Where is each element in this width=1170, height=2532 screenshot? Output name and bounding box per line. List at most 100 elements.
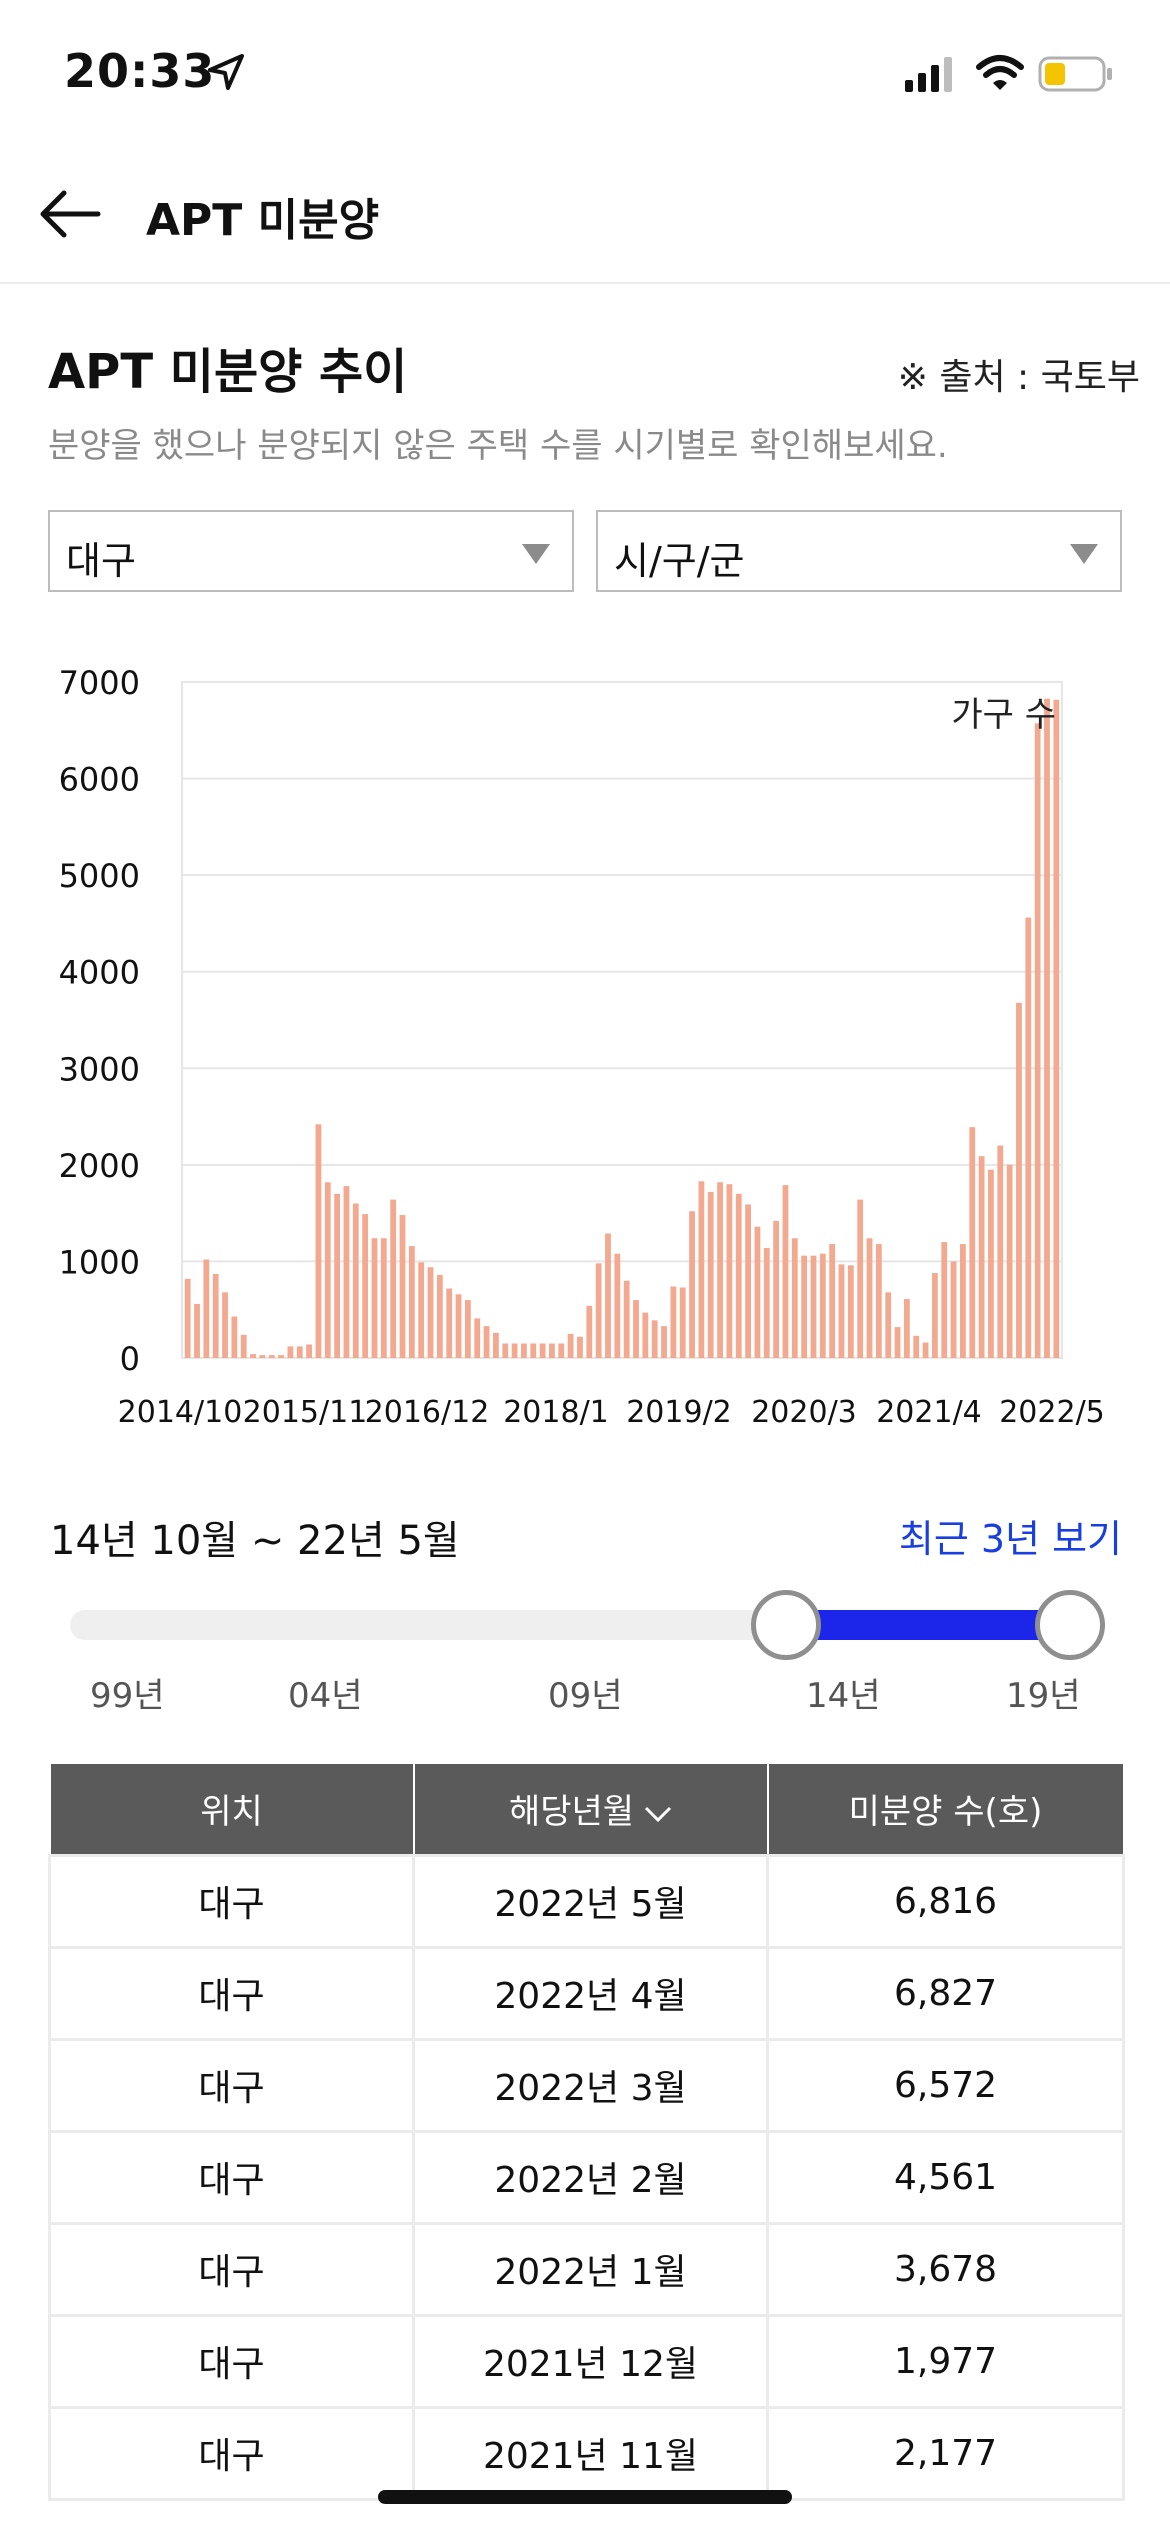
bar	[577, 1336, 583, 1358]
page-title: APT 미분양	[146, 195, 380, 246]
header-month[interactable]: 해당년월	[412, 1762, 769, 1856]
region-select-value: 대구	[66, 539, 136, 583]
district-select[interactable]: 시/구/군	[596, 510, 1122, 592]
x-tick-label: 2016/12	[365, 1395, 490, 1430]
cell-location: 대구	[48, 1945, 415, 2041]
back-arrow-icon[interactable]	[36, 178, 108, 250]
bar	[791, 1238, 798, 1358]
bar	[296, 1346, 303, 1358]
bar	[997, 1145, 1004, 1358]
bar	[184, 1278, 191, 1358]
bar	[960, 1244, 966, 1358]
bar	[988, 1169, 994, 1358]
bar	[521, 1343, 527, 1358]
cell-month: 2022년 5월	[412, 1853, 769, 1949]
bar	[903, 1299, 910, 1358]
bar	[829, 1244, 836, 1358]
bar	[726, 1184, 733, 1358]
cell-month: 2022년 1월	[412, 2221, 769, 2317]
bar	[1053, 699, 1060, 1358]
cell-location: 대구	[48, 2037, 415, 2133]
dropdown-triangle-icon	[522, 544, 550, 564]
bar	[810, 1255, 817, 1358]
recent-3-years-link[interactable]: 최근 3년 보기	[898, 1517, 1122, 1561]
unsold-trend-chart: 0 1000 2000 3000 4000 5000 6000 7000 2014/10 2015…	[0, 650, 1170, 1440]
year-range-slider[interactable]	[70, 1590, 1110, 1660]
table-row: 대구 2022년 2월 4,561	[48, 2129, 1125, 2225]
bar	[875, 1244, 882, 1358]
bar	[651, 1320, 658, 1358]
bar	[605, 1233, 611, 1358]
bar	[978, 1156, 985, 1358]
bar	[511, 1343, 518, 1358]
bar	[717, 1182, 723, 1358]
bar	[250, 1354, 256, 1358]
cell-count: 3,678	[766, 2221, 1125, 2317]
bar	[306, 1344, 312, 1358]
bar	[689, 1211, 695, 1358]
table-row: 대구 2022년 1월 3,678	[48, 2221, 1125, 2317]
bar	[408, 1245, 415, 1358]
bar	[268, 1355, 275, 1358]
bar	[969, 1127, 976, 1358]
bar	[231, 1316, 238, 1358]
x-tick-label: 2019/2	[626, 1395, 732, 1430]
bar	[455, 1294, 462, 1358]
bar	[595, 1263, 602, 1358]
battery-icon	[1038, 56, 1112, 92]
status-time: 20:33	[64, 44, 216, 98]
bar	[483, 1326, 490, 1358]
bar	[464, 1300, 471, 1358]
slider-selected-range	[786, 1610, 1070, 1640]
slider-tick-label: 19년	[1006, 1676, 1081, 1716]
cell-month: 2022년 4월	[412, 1945, 769, 2041]
x-tick-label: 2020/3	[751, 1395, 857, 1430]
district-select-value: 시/구/군	[614, 539, 745, 583]
header-unsold-count: 미분양 수(호)	[766, 1762, 1125, 1856]
bar	[894, 1327, 901, 1358]
bar	[352, 1203, 359, 1358]
bar	[586, 1305, 593, 1358]
bar	[539, 1343, 546, 1358]
bar	[212, 1273, 219, 1358]
bar	[558, 1343, 565, 1358]
bar	[362, 1214, 369, 1358]
cell-location: 대구	[48, 2129, 415, 2225]
bar	[418, 1262, 425, 1358]
cell-month: 2021년 12월	[412, 2313, 769, 2409]
bar	[642, 1312, 649, 1358]
bar	[941, 1242, 948, 1358]
bar	[847, 1265, 854, 1358]
bar	[240, 1334, 247, 1358]
bar	[549, 1343, 555, 1358]
cell-count: 6,827	[766, 1945, 1125, 2041]
bar	[324, 1182, 331, 1358]
slider-start-handle[interactable]	[751, 1590, 821, 1660]
slider-tick-label: 99년	[90, 1676, 165, 1716]
region-select[interactable]: 대구	[48, 510, 574, 592]
slider-tick-label: 04년	[288, 1676, 363, 1716]
bar	[278, 1355, 284, 1358]
table-row: 대구 2022년 4월 6,827	[48, 1945, 1125, 2041]
bar	[763, 1247, 770, 1358]
x-tick-label: 2015/11	[243, 1395, 368, 1430]
cell-location: 대구	[48, 2313, 415, 2409]
bar	[661, 1326, 667, 1358]
bar	[1044, 698, 1050, 1358]
slider-tick-label: 14년	[806, 1676, 881, 1716]
bar	[670, 1286, 677, 1358]
y-tick-label: 7000	[59, 664, 140, 702]
table-row: 대구 2022년 5월 6,816	[48, 1853, 1125, 1949]
bar	[857, 1199, 864, 1358]
bar	[436, 1274, 443, 1358]
cell-location: 대구	[48, 2221, 415, 2317]
bar	[567, 1333, 574, 1358]
bar	[698, 1181, 705, 1358]
bar	[819, 1253, 826, 1358]
x-tick-label: 2018/1	[503, 1395, 609, 1430]
x-tick-label: 2022/5	[999, 1395, 1105, 1430]
bar	[1006, 1164, 1013, 1358]
slider-end-handle[interactable]	[1035, 1590, 1105, 1660]
bar	[866, 1238, 873, 1358]
cell-location: 대구	[48, 1853, 415, 1949]
